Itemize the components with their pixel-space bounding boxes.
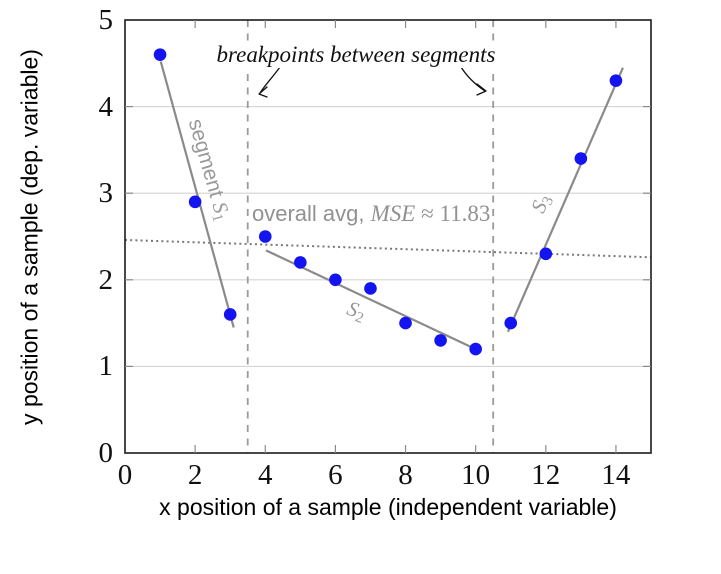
- x-tick-label: 4: [258, 459, 273, 491]
- data-point: [258, 230, 272, 243]
- axis-ticks: [125, 20, 651, 453]
- left-breakpoint-arrowhead: [258, 86, 268, 98]
- data-point: [153, 48, 167, 61]
- data-point: [399, 316, 412, 330]
- breakpoints-annotation: breakpoints between segments: [212, 42, 500, 68]
- gridlines: [125, 106, 651, 367]
- breakpoint-arrows: [258, 66, 487, 98]
- data-point: [434, 334, 447, 347]
- x-tick-label: 12: [531, 459, 561, 491]
- y-tick-label: 4: [98, 90, 114, 123]
- data-point: [504, 316, 518, 330]
- x-tick-label: 14: [601, 459, 631, 491]
- data-point: [329, 273, 342, 287]
- right-breakpoint-arrowhead: [476, 83, 487, 96]
- left-breakpoint-arrow: [259, 66, 281, 94]
- right-breakpoint-arrow: [460, 66, 486, 92]
- data-point: [188, 195, 202, 209]
- y-axis-label: y position of a sample (dep. variable): [16, 49, 43, 425]
- overall-avg-line: [124, 238, 652, 259]
- mse-variable: MSE: [370, 201, 416, 226]
- overall-avg-label: overall avg, MSE ≈ 11.83: [252, 201, 490, 227]
- x-tick-label: 10: [461, 459, 491, 491]
- data-point: [539, 247, 553, 261]
- segment-line-s3: [506, 67, 624, 333]
- y-tick-label: 2: [98, 263, 114, 296]
- x-tick-label: 0: [117, 459, 133, 491]
- data-point: [294, 256, 307, 269]
- data-point: [364, 282, 377, 295]
- data-points: [153, 48, 623, 356]
- mse-value: ≈ 11.83: [415, 201, 491, 226]
- segment-line-s1: [159, 61, 235, 328]
- overall-avg-text: overall avg,: [252, 201, 371, 226]
- x-axis-label: x position of a sample (independent vari…: [159, 494, 617, 520]
- y-tick-label: 3: [98, 177, 114, 210]
- x-tick-label: 2: [187, 459, 203, 491]
- data-point: [223, 308, 237, 321]
- x-tick-label: 6: [328, 459, 343, 491]
- y-tick-label: 1: [98, 350, 114, 383]
- data-point: [469, 342, 482, 356]
- data-point: [609, 74, 623, 87]
- x-tick-label: 8: [398, 459, 413, 491]
- y-tick-label: 0: [98, 437, 114, 469]
- plot-border: [124, 19, 652, 454]
- y-tick-label: 5: [98, 4, 114, 36]
- data-point: [574, 152, 588, 165]
